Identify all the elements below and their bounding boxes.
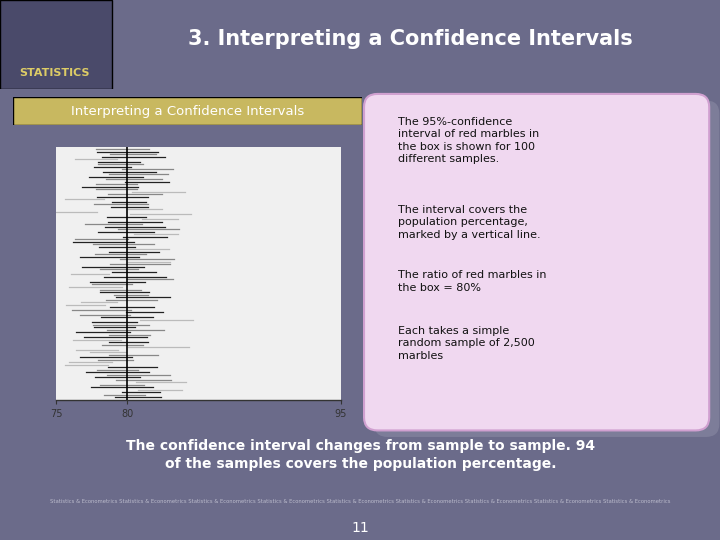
Text: The 95%-confidence
interval of red marbles in
the box is shown for 100
different: The 95%-confidence interval of red marbl… — [398, 117, 539, 164]
Text: 11: 11 — [351, 521, 369, 535]
Text: STATISTICS: STATISTICS — [19, 69, 89, 78]
Text: Interpreting a Confidence Intervals: Interpreting a Confidence Intervals — [71, 105, 304, 118]
Text: 3. Interpreting a Confidence Intervals: 3. Interpreting a Confidence Intervals — [188, 29, 633, 49]
Text: The interval covers the
population percentage,
marked by a vertical line.: The interval covers the population perce… — [398, 205, 541, 240]
FancyBboxPatch shape — [374, 100, 719, 437]
Text: The confidence interval changes from sample to sample. 94
of the samples covers : The confidence interval changes from sam… — [126, 438, 595, 471]
Text: Statistics & Econometrics Statistics & Econometrics Statistics & Econometrics St: Statistics & Econometrics Statistics & E… — [50, 498, 670, 504]
FancyBboxPatch shape — [13, 97, 362, 125]
Text: Each takes a simple
random sample of 2,500
marbles: Each takes a simple random sample of 2,5… — [398, 326, 535, 361]
FancyBboxPatch shape — [364, 94, 709, 430]
Text: The ratio of red marbles in
the box = 80%: The ratio of red marbles in the box = 80… — [398, 271, 546, 293]
FancyBboxPatch shape — [0, 0, 112, 89]
